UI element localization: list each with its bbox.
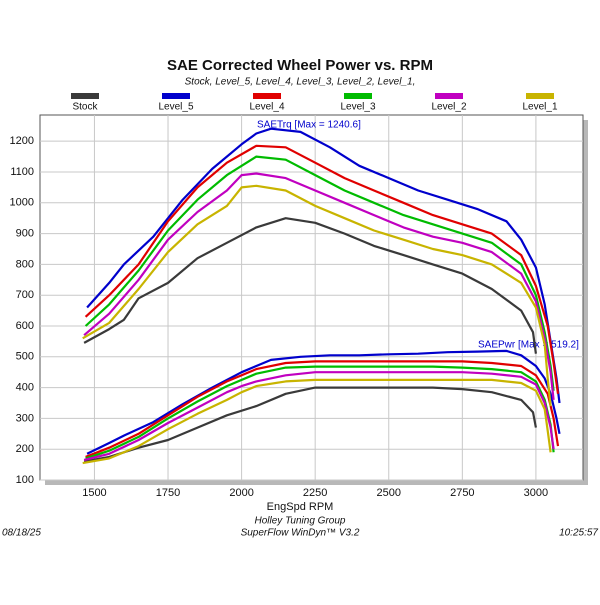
torque-line: [83, 217, 537, 354]
power-line: [82, 378, 552, 465]
x-tick-label: 1500: [82, 487, 106, 499]
legend-swatch: [253, 93, 281, 99]
legend-swatch: [344, 93, 372, 99]
annotation: SAETrq [Max = 1240.6]: [257, 120, 361, 131]
power-line: [85, 360, 560, 458]
y-tick-label: 300: [16, 412, 34, 424]
y-tick-label: 800: [16, 258, 34, 270]
x-tick-label: 2750: [450, 487, 474, 499]
footer-time: 10:25:57: [559, 528, 598, 539]
legend-label: Level_5: [158, 102, 193, 113]
y-tick-label: 400: [16, 382, 34, 394]
power-line: [83, 371, 555, 462]
footer-date: 08/18/25: [2, 528, 41, 539]
footer-company: Holley Tuning Group: [255, 516, 346, 527]
power-line: [86, 349, 561, 455]
legend-swatch: [435, 93, 463, 99]
legend-label: Stock: [72, 102, 98, 113]
legend-label: Level_3: [340, 102, 375, 113]
chart-title: SAE Corrected Wheel Power vs. RPM: [167, 57, 433, 74]
legend-swatch: [526, 93, 554, 99]
y-tick-label: 1000: [10, 197, 34, 209]
torque-line: [83, 172, 555, 401]
y-tick-label: 200: [16, 443, 34, 455]
power-line: [83, 386, 537, 463]
torque-line: [84, 144, 560, 394]
x-axis-label: EngSpd RPM: [267, 501, 334, 513]
legend-swatch: [162, 93, 190, 99]
y-tick-label: 900: [16, 227, 34, 239]
legend-label: Level_1: [522, 102, 557, 113]
legend-swatch: [71, 93, 99, 99]
x-tick-label: 3000: [524, 487, 548, 499]
footer-software: SuperFlow WinDyn™ V3.2: [241, 528, 360, 539]
x-tick-label: 1750: [156, 487, 180, 499]
y-tick-label: 700: [16, 289, 34, 301]
legend-label: Level_4: [249, 102, 284, 113]
y-tick-label: 500: [16, 351, 34, 363]
x-tick-label: 2250: [303, 487, 327, 499]
y-tick-label: 100: [16, 474, 34, 486]
torque-line: [82, 184, 552, 407]
y-tick-label: 1100: [10, 166, 34, 178]
y-tick-label: 1200: [10, 135, 34, 147]
annotation: SAEPwr [Max = 519.2]: [478, 340, 579, 351]
power-line: [85, 365, 555, 460]
legend-label: Level_2: [431, 102, 466, 113]
x-tick-label: 2000: [229, 487, 253, 499]
chart-subtitle: Stock, Level_5, Level_4, Level_3, Level_…: [185, 77, 416, 88]
y-tick-label: 600: [16, 320, 34, 332]
torque-line: [84, 155, 555, 391]
x-tick-label: 2500: [377, 487, 401, 499]
torque-line: [86, 127, 561, 404]
